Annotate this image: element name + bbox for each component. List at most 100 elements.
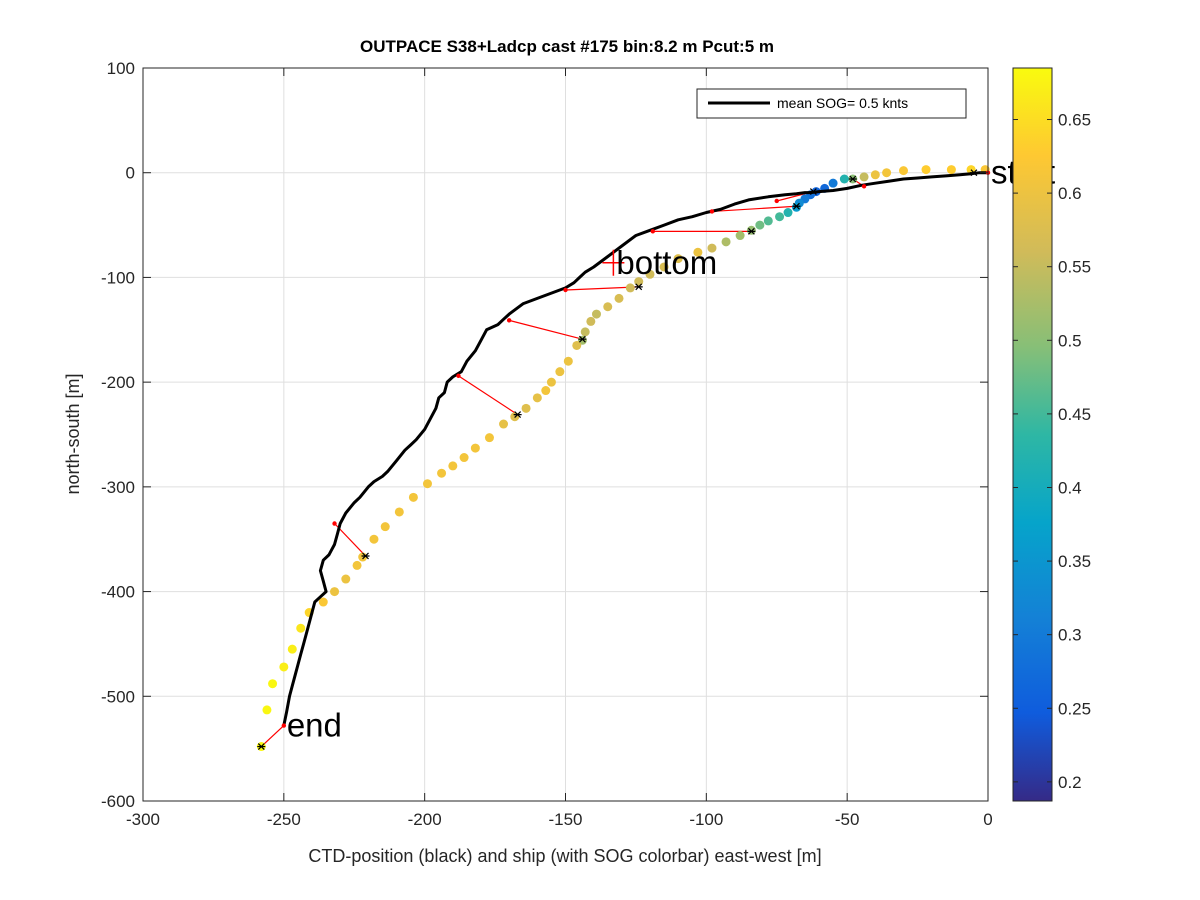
ship-point — [341, 574, 351, 584]
ship-point — [763, 216, 773, 226]
ship-point — [746, 225, 756, 235]
ship-point — [721, 237, 731, 247]
ship-black-star — [848, 175, 857, 183]
colorbar-tick-label: 0.3 — [1058, 626, 1082, 645]
ship-point — [673, 254, 683, 264]
colorbar-tick-label: 0.4 — [1058, 478, 1082, 497]
ship-point — [603, 302, 613, 312]
x-tick-label: -200 — [408, 810, 442, 829]
ship-point — [921, 165, 931, 175]
x-tick-label: -100 — [689, 810, 723, 829]
ship-point — [521, 403, 531, 413]
ship-point — [555, 367, 565, 377]
ctd-red-marker — [332, 521, 337, 526]
ship-point — [408, 492, 418, 502]
x-tick-label: -300 — [126, 810, 160, 829]
colorbar-tick-label: 0.55 — [1058, 258, 1091, 277]
colorbar-tick-label: 0.35 — [1058, 552, 1091, 571]
colorbar-tick-label: 0.5 — [1058, 331, 1082, 350]
ctd-red-marker — [563, 287, 568, 293]
ship-point — [459, 453, 469, 463]
ship-point — [287, 644, 297, 654]
ship-point — [755, 220, 765, 230]
ship-point — [541, 386, 551, 396]
connector-line — [711, 205, 797, 213]
ship-point — [791, 202, 801, 212]
ship-point — [775, 212, 785, 222]
connector-line — [509, 319, 583, 340]
ship-point — [591, 309, 601, 319]
ship-point — [532, 393, 542, 403]
annotation-end: end — [287, 707, 342, 744]
ctd-track-line — [282, 171, 988, 726]
ship-point — [437, 468, 447, 478]
ctd-red-marker — [506, 318, 512, 323]
ship-point — [707, 243, 717, 253]
y-axis-ticks: 100 0 -100 -200 -300 -400 -500 -600 — [101, 59, 988, 811]
ship-point — [394, 507, 404, 517]
ship-point — [262, 705, 272, 715]
ship-point — [614, 293, 624, 303]
x-tick-label: -250 — [267, 810, 301, 829]
ship-point — [448, 461, 458, 471]
ship-black-star — [513, 411, 522, 419]
connector-line — [260, 725, 285, 747]
colorbar-tick-label: 0.45 — [1058, 405, 1091, 424]
x-tick-label: -50 — [835, 810, 860, 829]
ctd-track — [282, 171, 988, 726]
x-axis-label: CTD-position (black) and ship (with SOG … — [308, 846, 821, 866]
colorbar-tick-label: 0.2 — [1058, 773, 1082, 792]
ship-point — [296, 623, 306, 633]
x-axis-ticks: -300 -250 -200 -150 -100 -50 0 — [126, 68, 993, 829]
ship-black-star — [747, 227, 756, 235]
ship-point — [870, 170, 880, 180]
connector-line — [458, 375, 518, 416]
annotation-bottom: bottom — [616, 244, 717, 281]
ship-point — [625, 283, 635, 293]
colorbar-ticks: 0.2 0.25 0.3 0.35 0.4 0.45 0.5 0.55 0.6 0.65 — [1013, 111, 1091, 792]
y-axis-label: north-south [m] — [63, 373, 83, 494]
y-tick-label: -200 — [101, 373, 135, 392]
ship-point — [318, 597, 328, 607]
ship-point — [577, 335, 587, 345]
ship-black-star — [969, 169, 978, 177]
ship-point — [828, 178, 838, 188]
colorbar-gradient — [1012, 67, 1053, 802]
y-tick-label: 0 — [126, 164, 135, 183]
legend-label: mean SOG= 0.5 knts — [777, 95, 908, 111]
legend: mean SOG= 0.5 knts — [696, 88, 967, 119]
y-tick-label: 100 — [107, 59, 135, 78]
ship-point — [572, 340, 582, 350]
colorbar: 0.2 0.25 0.3 0.35 0.4 0.45 0.5 0.55 0.6 0.65 — [1012, 67, 1091, 802]
ship-black-star — [257, 743, 266, 750]
ship-point — [859, 172, 869, 182]
ship-point — [659, 262, 669, 272]
ship-point — [380, 522, 390, 532]
x-tick-label: 0 — [983, 810, 992, 829]
ship-point — [783, 208, 793, 218]
chart-title: OUTPACE S38+Ladcp cast #175 bin:8.2 m Pc… — [360, 37, 774, 56]
ship-point — [882, 168, 892, 178]
y-tick-label: -600 — [101, 792, 135, 811]
y-tick-label: -400 — [101, 583, 135, 602]
ctd-red-marker — [456, 373, 461, 379]
plot-area: startbottomend -300-250-200-150-100-500 … — [101, 59, 1055, 829]
connector-markers — [257, 169, 991, 750]
ship-point — [422, 479, 432, 489]
y-tick-label: -500 — [101, 687, 135, 706]
ship-point — [352, 560, 362, 570]
ship-point — [580, 327, 590, 337]
ship-point — [279, 662, 289, 672]
ship-black-star — [792, 202, 801, 210]
y-tick-label: -100 — [101, 268, 135, 287]
colorbar-tick-label: 0.65 — [1058, 111, 1091, 130]
ship-point — [369, 534, 379, 544]
ship-point — [470, 443, 480, 453]
ship-point — [735, 231, 745, 241]
ctd-red-marker — [650, 229, 656, 234]
ship-point — [586, 316, 596, 326]
ship-point — [563, 356, 573, 366]
ctd-red-marker — [281, 723, 287, 728]
colorbar-tick-label: 0.25 — [1058, 699, 1091, 718]
